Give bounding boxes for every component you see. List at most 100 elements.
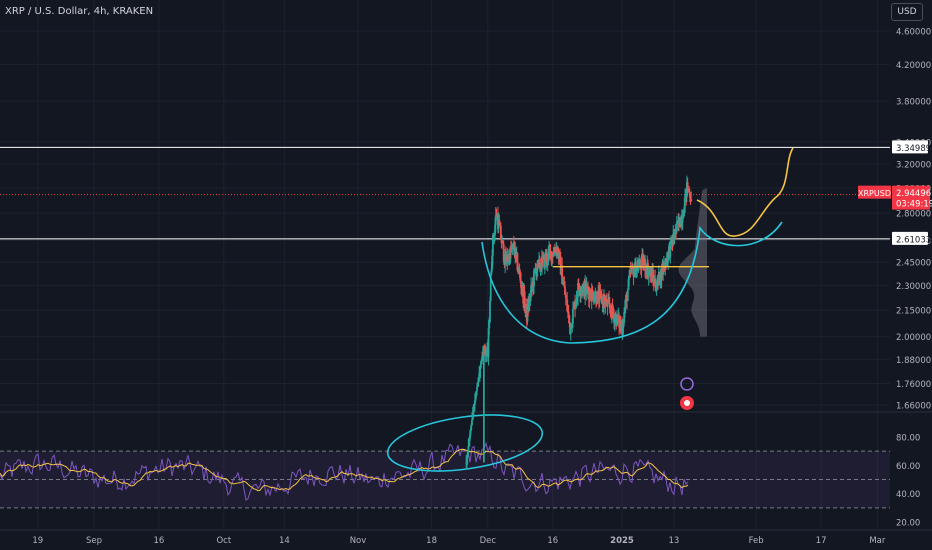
candle-body <box>516 253 519 271</box>
candle-body <box>572 306 575 310</box>
candle-body <box>578 287 581 292</box>
price-tick-label: 1.76000 <box>896 380 931 390</box>
candle-body <box>537 260 540 262</box>
candle-body <box>622 322 625 328</box>
candle-body <box>489 274 492 301</box>
candle-body <box>647 271 650 277</box>
time-tick-label: 17 <box>816 536 827 546</box>
candle-body <box>467 445 470 452</box>
event-marker-icon <box>680 377 694 391</box>
candle-body <box>579 290 582 294</box>
candle-body <box>656 278 659 289</box>
candle-body <box>589 290 592 297</box>
time-tick-label: Nov <box>350 536 367 546</box>
candle-body <box>479 368 481 374</box>
candle-body <box>635 270 638 277</box>
candle-body <box>526 304 529 322</box>
rsi-tick-label: 20.00 <box>896 519 920 529</box>
candle-body <box>484 344 486 351</box>
candle-body <box>604 300 607 305</box>
candle-body <box>491 255 494 270</box>
candle-body <box>629 270 631 276</box>
candle-body <box>599 290 602 293</box>
candle-body <box>479 364 482 369</box>
price-tick-label: 4.20000 <box>896 61 931 71</box>
volume-profile <box>678 187 707 337</box>
candle-body <box>598 290 601 303</box>
candle-body <box>533 270 535 287</box>
time-tick-label: 18 <box>426 536 437 546</box>
level-price-tag-text: 3.34989 <box>896 144 931 154</box>
time-tick-label: Oct <box>216 536 231 546</box>
price-tick-label: 2.15000 <box>896 307 931 317</box>
candle-body <box>541 256 543 271</box>
candle-body <box>606 301 609 307</box>
symbol-title[interactable]: XRP / U.S. Dollar, 4h, KRAKEN <box>5 6 154 17</box>
rsi-tick-label: 60.00 <box>896 462 920 472</box>
candle-body <box>564 286 566 295</box>
candle-body <box>662 262 665 273</box>
candle-body <box>654 278 657 287</box>
candle-body <box>466 451 469 457</box>
candle-body <box>468 435 471 441</box>
time-tick-label: 14 <box>279 536 290 546</box>
candle-body <box>468 440 470 446</box>
time-tick-label: 16 <box>154 536 165 546</box>
candle-body <box>466 456 468 463</box>
candle-body <box>524 307 527 309</box>
rsi-annotation-ellipse <box>386 414 544 472</box>
currency-button[interactable]: USD <box>891 3 923 21</box>
candle-body <box>595 293 597 304</box>
candle-body <box>574 302 577 309</box>
candle-body <box>476 386 478 392</box>
symbol-label-tag <box>858 185 891 199</box>
candle-body <box>546 254 548 263</box>
candle-body <box>647 263 649 277</box>
candle-body <box>465 462 468 464</box>
candle-body <box>547 252 550 262</box>
candle-body <box>608 299 610 303</box>
candle-body <box>474 395 477 401</box>
candle-body <box>688 192 691 198</box>
candle-body <box>675 221 678 232</box>
candle-body <box>637 265 640 271</box>
candle-body <box>639 260 641 266</box>
candle-body <box>523 291 526 309</box>
candle-body <box>626 290 629 302</box>
candle-body <box>471 415 474 421</box>
cup-curve <box>481 221 783 344</box>
candle-body <box>502 243 505 262</box>
candle-body <box>592 292 595 301</box>
candle-body <box>509 247 512 263</box>
candle-body <box>690 199 693 202</box>
candle-body <box>644 258 646 271</box>
candle-body <box>475 391 478 396</box>
time-tick-label: Feb <box>749 536 764 546</box>
candles <box>465 175 693 470</box>
candle-body <box>559 253 561 257</box>
level-price-tag <box>892 231 928 245</box>
time-tick-label: Sep <box>86 536 102 546</box>
time-tick-label: 19 <box>32 536 43 546</box>
candle-body <box>490 269 493 275</box>
candle-body <box>593 297 596 302</box>
price-tick-label: 3.20000 <box>896 161 931 171</box>
candle-body <box>512 243 515 249</box>
candle-body <box>652 271 654 278</box>
candle-body <box>582 285 584 293</box>
candle-body <box>665 258 668 266</box>
candle-body <box>566 299 569 311</box>
candle-body <box>535 270 538 276</box>
candle-body <box>487 328 490 357</box>
candle-body <box>491 235 494 256</box>
price-tick-label: 1.88000 <box>896 356 931 366</box>
time-tick-label: 2025 <box>610 536 634 546</box>
candle-body <box>608 302 611 309</box>
candle-body <box>507 260 509 262</box>
rsi-tick-label: 40.00 <box>896 490 920 500</box>
candle-body <box>587 288 589 292</box>
candle-body <box>533 269 536 271</box>
candle-body <box>612 312 615 315</box>
